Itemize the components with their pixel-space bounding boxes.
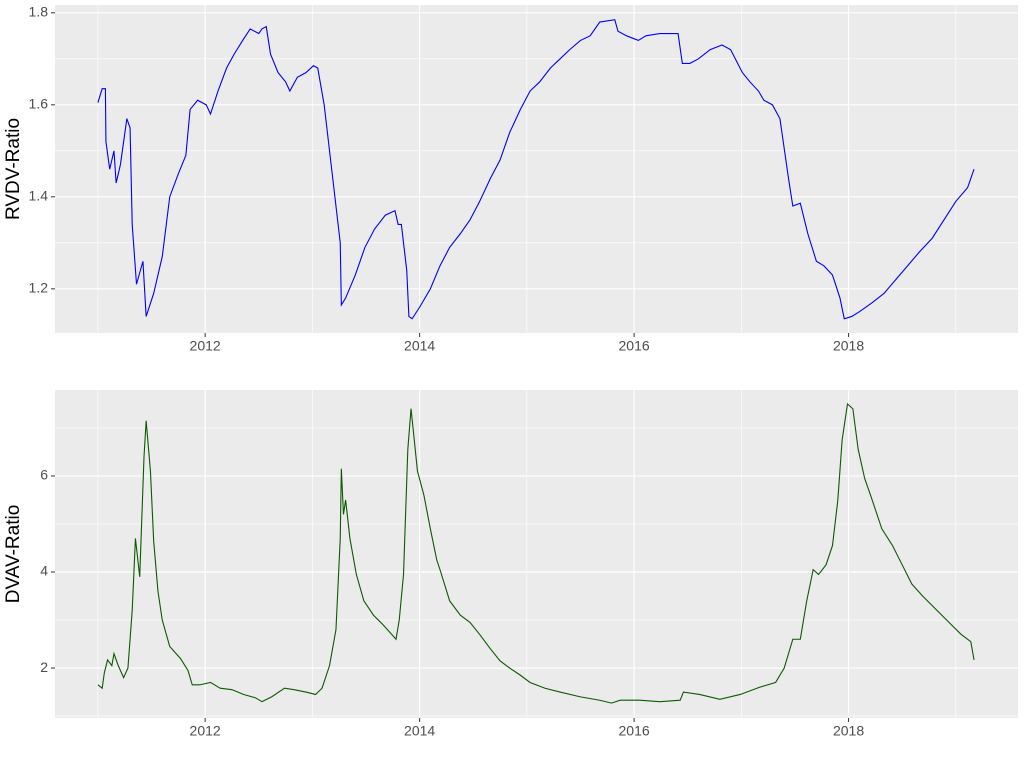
plot-background (55, 390, 1018, 718)
data-line (97, 402, 975, 704)
x-tick-label: 2018 (833, 723, 864, 739)
y-tick-label: 1.4 (29, 188, 49, 204)
x-tick-label: 2014 (404, 338, 435, 354)
plot-background (55, 5, 1018, 333)
y-tick-label: 1.6 (29, 96, 49, 112)
x-tick-label: 2018 (833, 338, 864, 354)
x-tick-label: 2012 (190, 338, 221, 354)
x-tick-label: 2016 (619, 723, 650, 739)
y-tick-label: 1.2 (29, 280, 49, 296)
x-tick-label: 2014 (404, 723, 435, 739)
y-tick-label: 2 (40, 659, 48, 675)
y-tick-label: 6 (40, 467, 48, 483)
y-axis-label: RVDV-Ratio (3, 118, 24, 220)
y-tick-label: 4 (40, 563, 48, 579)
data-line (97, 19, 975, 320)
x-tick-label: 2012 (190, 723, 221, 739)
y-tick-label: 1.8 (29, 4, 49, 20)
x-tick-label: 2016 (619, 338, 650, 354)
y-axis-label: DVAV-Ratio (3, 505, 24, 604)
